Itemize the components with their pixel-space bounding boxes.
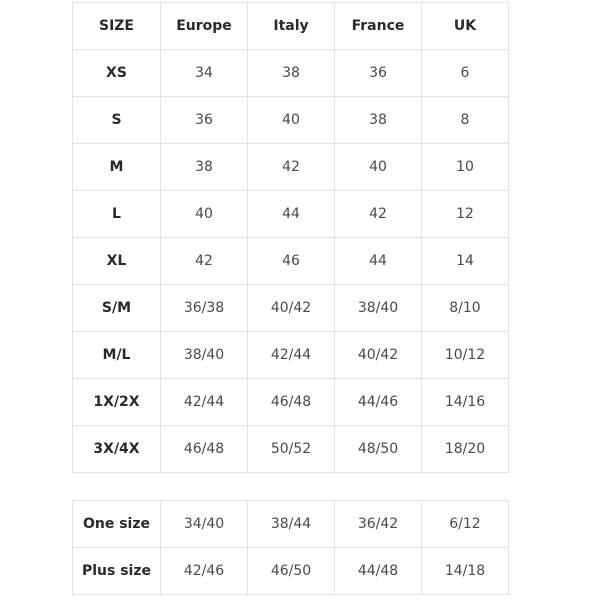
size-value-cell: 34/40	[160, 500, 248, 548]
size-value-cell: 8/10	[421, 284, 509, 332]
size-value-cell: 36	[160, 96, 248, 144]
size-value-cell: 18/20	[421, 425, 509, 473]
size-label-cell: S/M	[72, 284, 161, 332]
size-label-cell: 1X/2X	[72, 378, 161, 426]
size-value-cell: 40	[160, 190, 248, 238]
size-value-cell: 6/12	[421, 500, 509, 548]
size-value-cell: 38/44	[247, 500, 335, 548]
size-chart-table: SIZE Europe Italy France UK XS 34 38 36 6 S 36 40 38…	[72, 2, 509, 473]
table-row: S/M 36/38 40/42 38/40 8/10	[72, 284, 509, 332]
size-value-cell: 42/46	[160, 547, 248, 595]
size-value-cell: 12	[421, 190, 509, 238]
size-value-cell: 40/42	[334, 331, 422, 379]
size-value-cell: 38/40	[160, 331, 248, 379]
table-row: L 40 44 42 12	[72, 190, 509, 238]
size-value-cell: 44/48	[334, 547, 422, 595]
table-row: S 36 40 38 8	[72, 96, 509, 144]
size-value-cell: 46	[247, 237, 335, 285]
column-header: SIZE	[72, 2, 161, 50]
size-value-cell: 42/44	[247, 331, 335, 379]
size-value-cell: 38	[334, 96, 422, 144]
column-header: UK	[421, 2, 509, 50]
size-value-cell: 44/46	[334, 378, 422, 426]
size-value-cell: 44	[247, 190, 335, 238]
special-sizes-table: One size 34/40 38/44 36/42 6/12 Plus size 42/4…	[72, 500, 509, 595]
size-value-cell: 6	[421, 49, 509, 97]
size-value-cell: 40/42	[247, 284, 335, 332]
size-label-cell: M	[72, 143, 161, 191]
size-value-cell: 40	[247, 96, 335, 144]
size-value-cell: 46/48	[160, 425, 248, 473]
size-label-cell: 3X/4X	[72, 425, 161, 473]
size-value-cell: 38/40	[334, 284, 422, 332]
table-header-row: SIZE Europe Italy France UK	[72, 2, 509, 50]
table-row: XS 34 38 36 6	[72, 49, 509, 97]
table-row: M 38 42 40 10	[72, 143, 509, 191]
size-value-cell: 10/12	[421, 331, 509, 379]
size-value-cell: 42	[334, 190, 422, 238]
size-value-cell: 14/16	[421, 378, 509, 426]
size-value-cell: 36/42	[334, 500, 422, 548]
table-row: M/L 38/40 42/44 40/42 10/12	[72, 331, 509, 379]
size-value-cell: 10	[421, 143, 509, 191]
size-value-cell: 38	[160, 143, 248, 191]
size-value-cell: 38	[247, 49, 335, 97]
size-label-cell: XL	[72, 237, 161, 285]
table-row: XL 42 46 44 14	[72, 237, 509, 285]
size-label-cell: M/L	[72, 331, 161, 379]
size-label-cell: S	[72, 96, 161, 144]
size-value-cell: 40	[334, 143, 422, 191]
size-value-cell: 44	[334, 237, 422, 285]
size-value-cell: 36/38	[160, 284, 248, 332]
size-value-cell: 46/50	[247, 547, 335, 595]
size-label-cell: XS	[72, 49, 161, 97]
size-label-cell: L	[72, 190, 161, 238]
size-value-cell: 42/44	[160, 378, 248, 426]
size-value-cell: 48/50	[334, 425, 422, 473]
size-value-cell: 42	[160, 237, 248, 285]
size-value-cell: 14/18	[421, 547, 509, 595]
size-value-cell: 50/52	[247, 425, 335, 473]
column-header: Italy	[247, 2, 335, 50]
column-header: Europe	[160, 2, 248, 50]
size-value-cell: 8	[421, 96, 509, 144]
table-row: 1X/2X 42/44 46/48 44/46 14/16	[72, 378, 509, 426]
size-value-cell: 34	[160, 49, 248, 97]
table-row: Plus size 42/46 46/50 44/48 14/18	[72, 547, 509, 595]
size-value-cell: 36	[334, 49, 422, 97]
size-value-cell: 46/48	[247, 378, 335, 426]
size-value-cell: 42	[247, 143, 335, 191]
size-label-cell: Plus size	[72, 547, 161, 595]
table-row: One size 34/40 38/44 36/42 6/12	[72, 500, 509, 548]
size-value-cell: 14	[421, 237, 509, 285]
column-header: France	[334, 2, 422, 50]
size-label-cell: One size	[72, 500, 161, 548]
table-row: 3X/4X 46/48 50/52 48/50 18/20	[72, 425, 509, 473]
